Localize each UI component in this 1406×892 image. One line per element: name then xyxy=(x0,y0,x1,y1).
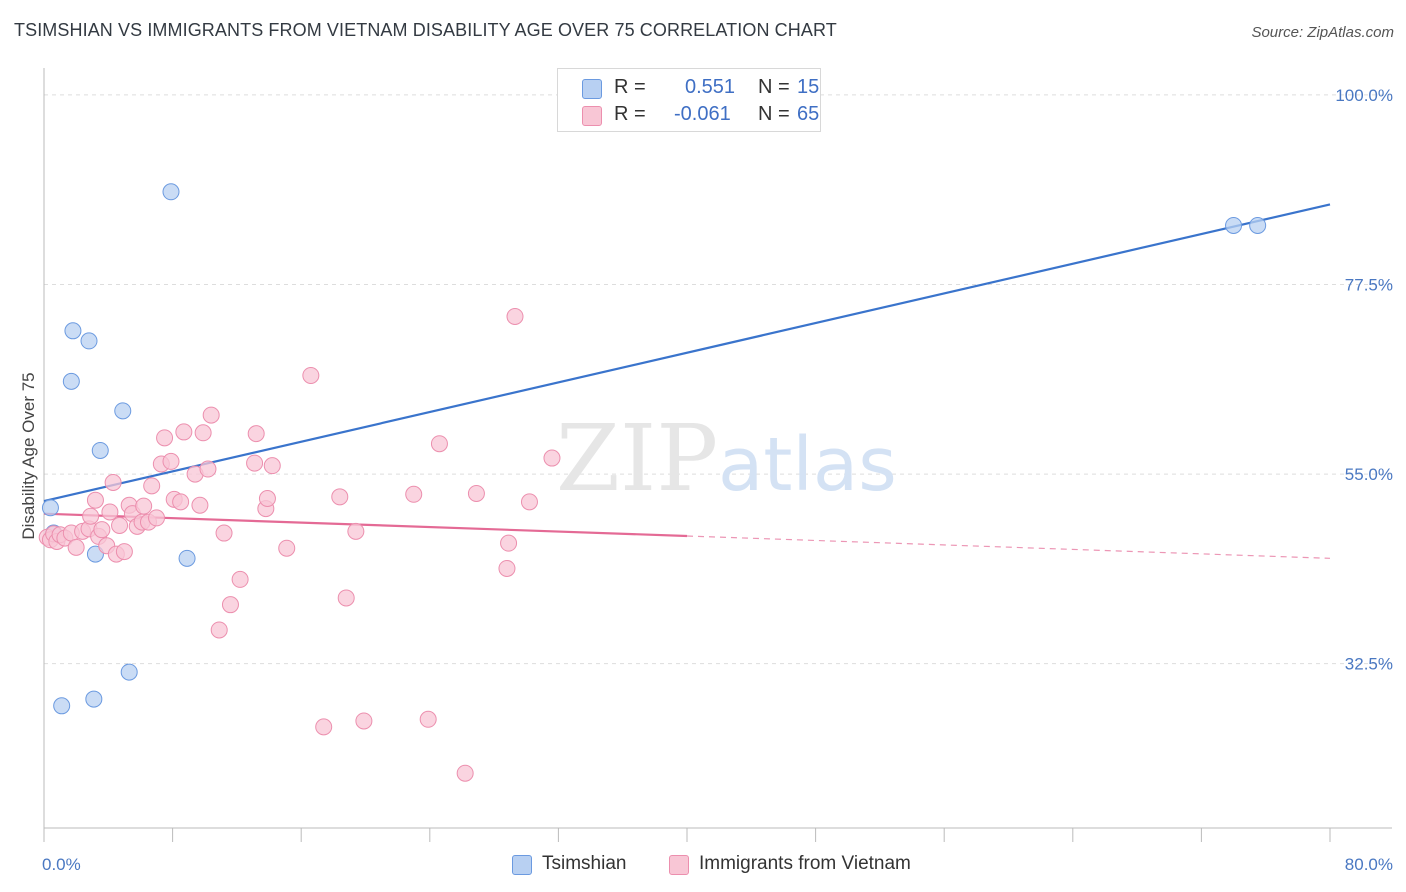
legend-swatch-pink xyxy=(582,106,602,126)
point-vietnam xyxy=(500,534,518,552)
point-vietnam xyxy=(467,484,485,502)
y-axis-title: Disability Age Over 75 xyxy=(19,372,38,539)
point-tsimshian xyxy=(178,549,196,567)
correlation-legend: R = 0.551 N = 15 R = -0.061 N = 65 xyxy=(557,68,821,132)
tick-labels: 32.5% 55.0% 77.5% 100.0% 0.0% 80.0% xyxy=(42,86,1393,874)
zipatlas-watermark: ZIP atlas xyxy=(556,405,897,512)
point-vietnam xyxy=(111,516,129,534)
y-tick-label: 100.0% xyxy=(1335,86,1393,105)
point-vietnam xyxy=(210,621,228,639)
point-tsimshian xyxy=(91,441,109,459)
point-vietnam xyxy=(191,496,209,514)
legend-r-value: 0.551 xyxy=(685,76,736,98)
legend-r-label: R = xyxy=(614,76,646,98)
point-vietnam xyxy=(520,493,538,511)
point-vietnam xyxy=(331,488,349,506)
point-vietnam xyxy=(104,473,122,491)
point-vietnam xyxy=(101,503,119,521)
point-vietnam xyxy=(82,507,100,525)
point-vietnam xyxy=(506,307,524,325)
bottom-legend-label: Tsimshian xyxy=(542,853,627,874)
chart-title: TSIMSHIAN VS IMMIGRANTS FROM VIETNAM DIS… xyxy=(14,20,837,40)
point-vietnam xyxy=(258,490,276,508)
point-vietnam xyxy=(67,538,85,556)
legend-r-value: -0.061 xyxy=(674,103,731,125)
legend-n-value: 15 xyxy=(797,76,820,98)
point-vietnam xyxy=(347,522,365,540)
point-vietnam xyxy=(247,425,265,443)
point-vietnam xyxy=(278,539,296,557)
x-tick-label: 80.0% xyxy=(1345,855,1393,874)
y-tick-label: 32.5% xyxy=(1345,655,1393,674)
point-tsimshian xyxy=(1225,216,1243,234)
trend-line-tsimshian xyxy=(43,203,1331,503)
point-vietnam xyxy=(498,559,516,577)
point-vietnam xyxy=(162,452,180,470)
point-tsimshian xyxy=(64,322,82,340)
point-vietnam xyxy=(202,406,220,424)
point-vietnam xyxy=(86,491,104,509)
grid-lines xyxy=(44,94,1392,665)
point-vietnam xyxy=(175,423,193,441)
y-tick-label: 77.5% xyxy=(1345,275,1393,294)
point-vietnam xyxy=(199,460,217,478)
bottom-legend-swatch-blue xyxy=(512,855,532,875)
watermark-atlas: atlas xyxy=(718,422,897,508)
legend-n-value: 65 xyxy=(797,103,820,125)
legend-r-label: R = xyxy=(614,103,646,125)
point-tsimshian xyxy=(85,690,103,708)
point-vietnam xyxy=(405,485,423,503)
trend-line-dashed-vietnam xyxy=(686,535,1331,559)
point-vietnam xyxy=(419,710,437,728)
legend-n-label: N = xyxy=(758,76,790,98)
bottom-legend-swatch-pink xyxy=(669,855,689,875)
data-points xyxy=(38,183,1267,782)
point-vietnam xyxy=(430,435,448,453)
point-tsimshian xyxy=(53,697,71,715)
point-vietnam xyxy=(456,764,474,782)
point-vietnam xyxy=(246,454,264,472)
axes xyxy=(43,68,1392,842)
point-tsimshian xyxy=(62,372,80,390)
point-vietnam xyxy=(172,493,190,511)
point-vietnam xyxy=(143,477,161,495)
point-vietnam xyxy=(115,543,133,561)
point-vietnam xyxy=(135,497,153,515)
point-vietnam xyxy=(156,429,174,447)
watermark-zip: ZIP xyxy=(556,405,718,512)
point-tsimshian xyxy=(1249,216,1267,234)
point-tsimshian xyxy=(41,499,59,517)
point-vietnam xyxy=(315,718,333,736)
point-vietnam xyxy=(215,524,233,542)
point-vietnam xyxy=(302,366,320,384)
point-vietnam xyxy=(337,589,355,607)
point-vietnam xyxy=(93,521,111,539)
point-tsimshian xyxy=(80,332,98,350)
x-tick-label: 0.0% xyxy=(42,855,81,874)
point-vietnam xyxy=(194,424,212,442)
point-vietnam xyxy=(355,712,373,730)
point-vietnam xyxy=(221,596,239,614)
point-vietnam xyxy=(263,457,281,475)
point-tsimshian xyxy=(162,183,180,201)
point-tsimshian xyxy=(114,402,132,420)
point-vietnam xyxy=(543,449,561,467)
legend-n-label: N = xyxy=(758,103,790,125)
y-tick-label: 55.0% xyxy=(1345,465,1393,484)
point-tsimshian xyxy=(120,663,138,681)
source-label: Source: ZipAtlas.com xyxy=(1251,24,1394,41)
point-vietnam xyxy=(231,570,249,588)
legend-swatch-blue xyxy=(582,79,602,99)
bottom-legend-label: Immigrants from Vietnam xyxy=(699,853,911,874)
point-vietnam xyxy=(148,509,166,527)
